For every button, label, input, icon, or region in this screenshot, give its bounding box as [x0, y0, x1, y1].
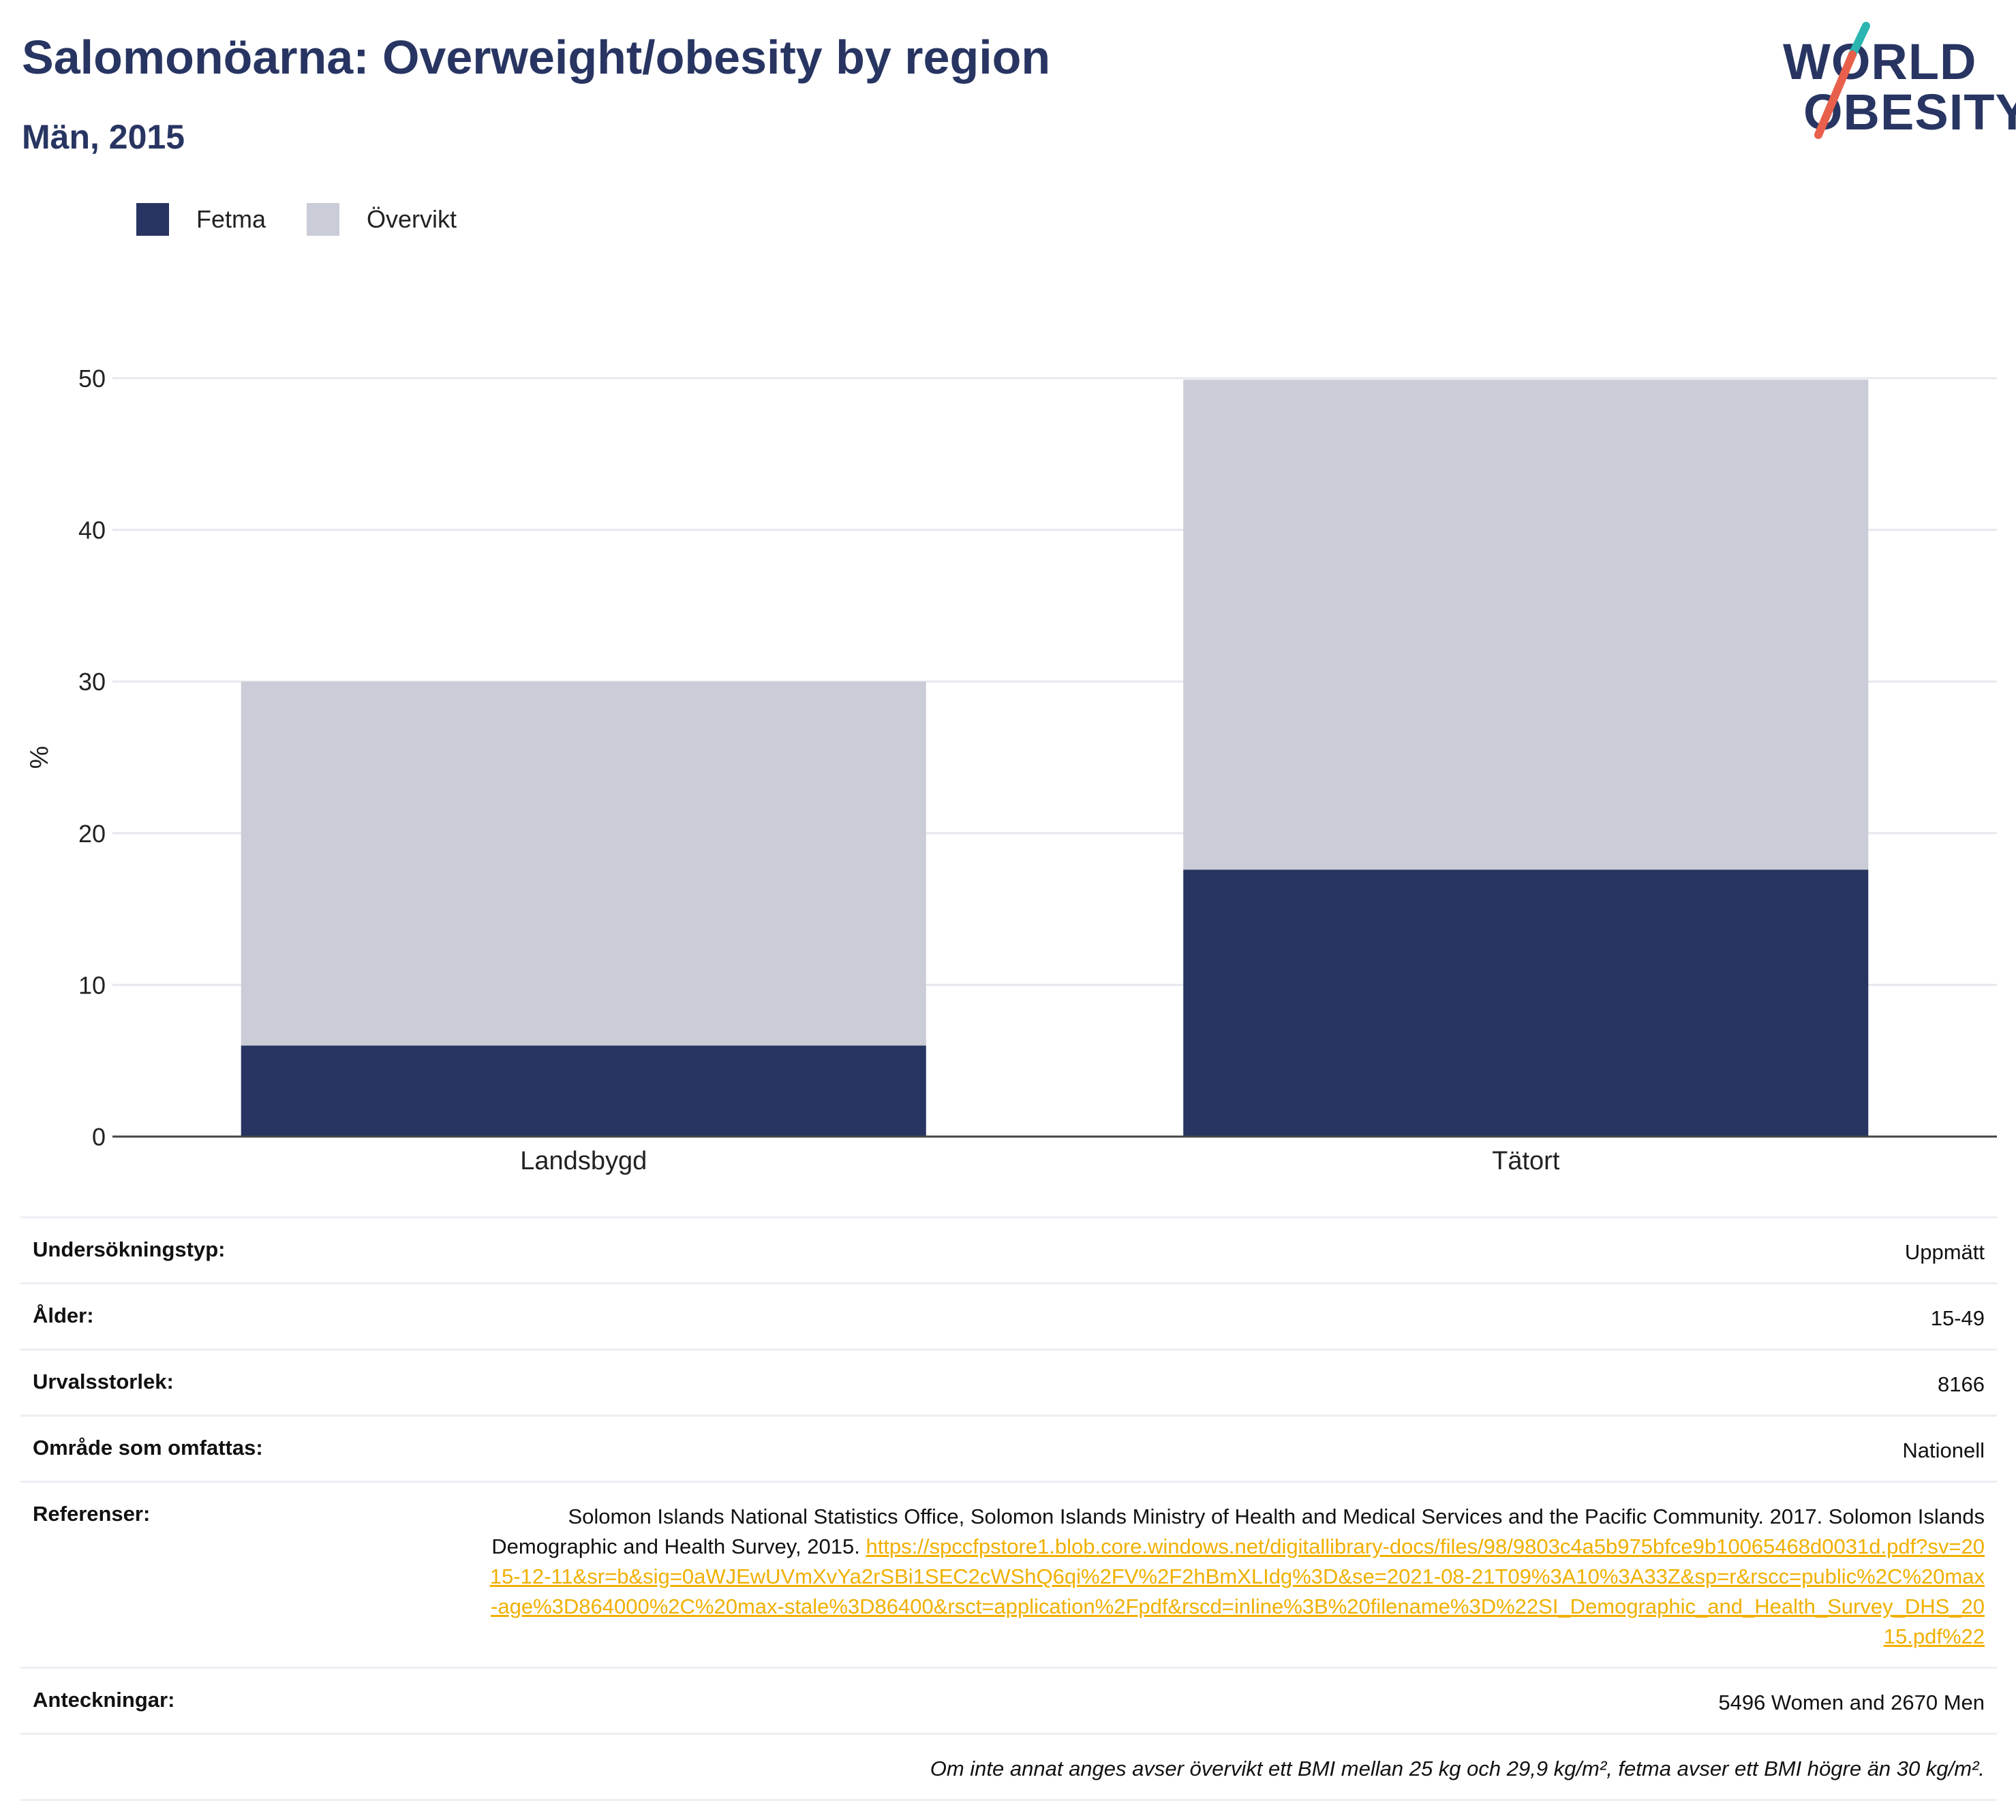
y-tick-label: 0: [92, 1123, 106, 1151]
area-value: Nationell: [1902, 1438, 1985, 1462]
x-tick-label: Landsbygd: [520, 1147, 647, 1175]
y-tick-label: 40: [78, 516, 106, 544]
x-tick-label: Tätort: [1492, 1147, 1560, 1175]
legend-label-fetma: Fetma: [196, 205, 266, 233]
info-row-sample-size: Urvalsstorlek: 8166: [20, 1348, 1997, 1415]
world-obesity-logo: WORLD OBESITY: [1779, 20, 2016, 143]
references-link[interactable]: https://spccfpstore1.blob.core.windows.n…: [489, 1534, 1985, 1648]
logo-line-1: WORLD: [1783, 33, 1977, 90]
legend-label-overvikt: Övervikt: [367, 205, 457, 233]
references-value: Solomon Islands National Statistics Offi…: [485, 1502, 1985, 1652]
sample-size-label: Urvalsstorlek:: [33, 1370, 174, 1393]
area-label: Område som omfattas:: [33, 1436, 263, 1460]
bar-overvikt: [1183, 380, 1869, 870]
logo-slash-icon: [1814, 22, 1870, 139]
notes-value: 5496 Women and 2670 Men: [1718, 1691, 1985, 1714]
chart-subtitle: Män, 2015: [22, 118, 185, 156]
sample-size-value: 8166: [1938, 1372, 1985, 1396]
info-row-area: Område som omfattas: Nationell: [20, 1415, 1997, 1481]
stacked-bar-chart: 0 10 20 30 40 50% Landsbygd Tätort: [25, 365, 1997, 1175]
survey-type-value: Uppmätt: [1904, 1240, 1985, 1264]
bar-fetma: [1183, 869, 1869, 1137]
y-tick-label: 30: [78, 668, 106, 696]
references-label: Referenser:: [33, 1502, 151, 1526]
references-text: Solomon Islands National Statistics Offi…: [491, 1505, 1985, 1558]
footnote-text: Om inte annat anges avser övervikt ett B…: [930, 1757, 1985, 1780]
age-label: Ålder:: [33, 1304, 94, 1327]
info-row-age: Ålder: 15-49: [20, 1282, 1997, 1348]
info-table: Undersökningstyp: Uppmätt Ålder: 15-49 U…: [20, 1216, 1997, 1801]
chart-legend: Fetma Övervikt: [136, 203, 498, 236]
legend-item-fetma[interactable]: Fetma: [136, 203, 266, 236]
info-row-references: Referenser: Solomon Islands National Sta…: [20, 1481, 1997, 1667]
legend-item-overvikt[interactable]: Övervikt: [307, 203, 457, 236]
y-axis-label: %: [25, 746, 54, 769]
chart-title: Salomonöarna: Overweight/obesity by regi…: [22, 31, 1051, 84]
y-tick-label: 10: [78, 971, 106, 999]
legend-swatch-fetma: [136, 203, 169, 236]
y-tick-label: 50: [78, 365, 106, 392]
info-row-footnote: Om inte annat anges avser övervikt ett B…: [20, 1733, 1997, 1801]
age-value: 15-49: [1930, 1306, 1985, 1330]
info-row-notes: Anteckningar: 5496 Women and 2670 Men: [20, 1667, 1997, 1733]
notes-label: Anteckningar:: [33, 1688, 175, 1712]
y-tick-label: 20: [78, 820, 106, 848]
survey-type-label: Undersökningstyp:: [33, 1237, 226, 1261]
bar-fetma: [241, 1045, 926, 1137]
bar-overvikt: [241, 681, 926, 1046]
legend-swatch-overvikt: [307, 203, 340, 236]
info-row-survey-type: Undersökningstyp: Uppmätt: [20, 1216, 1997, 1282]
